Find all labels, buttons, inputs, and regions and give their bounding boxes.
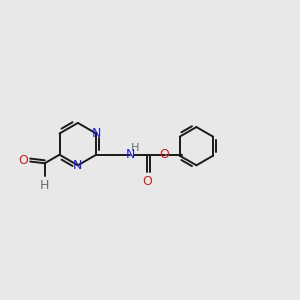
Text: O: O <box>142 175 152 188</box>
Text: H: H <box>40 179 50 192</box>
Text: N: N <box>92 127 101 140</box>
Text: H: H <box>131 143 139 153</box>
Text: N: N <box>73 159 83 172</box>
Text: O: O <box>160 148 170 161</box>
Text: N: N <box>126 148 135 161</box>
Text: O: O <box>18 154 28 167</box>
